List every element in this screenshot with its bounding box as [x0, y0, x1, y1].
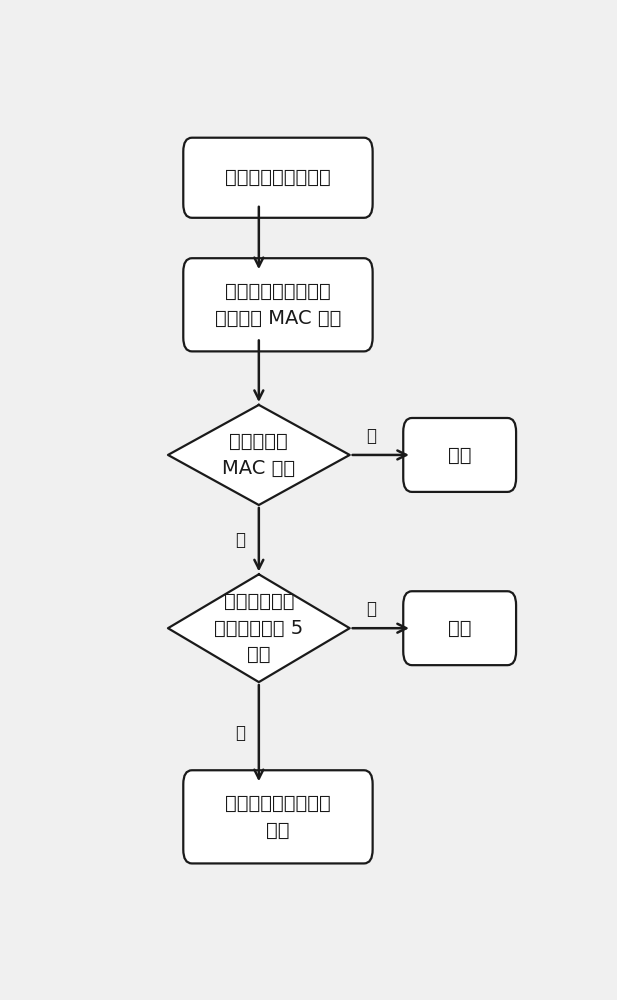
Text: 拒绝: 拒绝	[448, 445, 471, 464]
Text: 是: 是	[234, 531, 245, 549]
Text: 门控装置开门，用户
进入: 门控装置开门，用户 进入	[225, 794, 331, 840]
Text: 是否在安全距
离内，最远在 5
米内: 是否在安全距 离内，最远在 5 米内	[214, 592, 304, 664]
Text: 门控控制器
MAC 验证: 门控控制器 MAC 验证	[222, 432, 296, 478]
Text: 是: 是	[234, 724, 245, 742]
FancyBboxPatch shape	[183, 138, 373, 218]
FancyBboxPatch shape	[404, 418, 516, 492]
FancyBboxPatch shape	[404, 591, 516, 665]
Text: 手机检索识别编码信
息和发送 MAC 地址: 手机检索识别编码信 息和发送 MAC 地址	[215, 282, 341, 328]
Polygon shape	[168, 574, 350, 682]
FancyBboxPatch shape	[183, 770, 373, 863]
Text: 拒绝: 拒绝	[448, 619, 471, 638]
Polygon shape	[168, 405, 350, 505]
Text: 否: 否	[366, 427, 376, 445]
Text: 否: 否	[366, 600, 376, 618]
Text: 门控装置广播识别码: 门控装置广播识别码	[225, 168, 331, 187]
FancyBboxPatch shape	[183, 258, 373, 351]
